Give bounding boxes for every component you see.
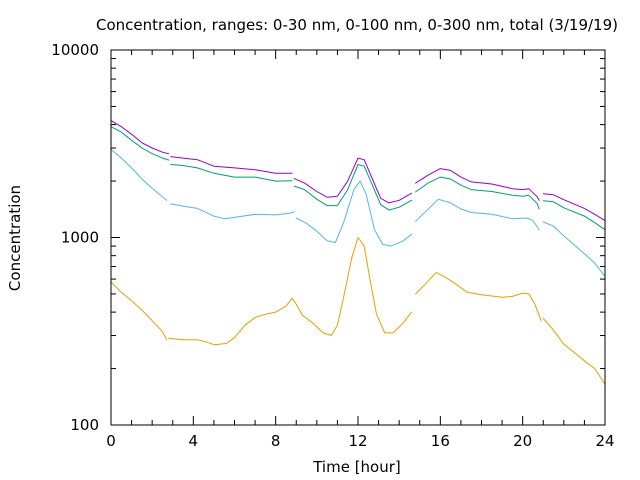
- series-line-0: [542, 318, 606, 385]
- x-axis-label: Time [hour]: [312, 458, 401, 476]
- series-line-3: [542, 193, 606, 222]
- chart-title: Concentration, ranges: 0-30 nm, 0-100 nm…: [96, 16, 618, 34]
- series-line-1: [110, 148, 168, 201]
- series-line-1: [415, 198, 540, 231]
- series-line-1: [295, 180, 412, 247]
- x-tick-label: 20: [513, 432, 532, 450]
- series-line-1: [170, 203, 295, 220]
- series-line-2: [293, 164, 412, 211]
- y-tick-label: 100: [70, 416, 99, 434]
- x-tick-label: 24: [595, 432, 614, 450]
- x-tick-label: 0: [106, 432, 116, 450]
- series-line-0: [415, 272, 542, 322]
- series-layer: [110, 120, 606, 385]
- x-tick-label: 8: [271, 432, 281, 450]
- series-line-3: [170, 156, 293, 174]
- series-line-1: [542, 221, 606, 277]
- y-tick-label: 1000: [61, 229, 99, 247]
- series-line-2: [542, 200, 606, 231]
- x-tick-label: 16: [431, 432, 450, 450]
- y-tick-label: 10000: [51, 41, 99, 59]
- y-axis-label: Concentration: [6, 185, 24, 291]
- axis-ticks: 0 4 8 12 16 20 24 100 1000 10000: [51, 41, 614, 450]
- series-line-0: [110, 281, 168, 341]
- x-tick-label: 12: [348, 432, 367, 450]
- series-line-3: [293, 157, 412, 204]
- series-line-3: [415, 168, 540, 201]
- series-line-2: [110, 126, 170, 161]
- series-line-2: [170, 164, 293, 182]
- x-tick-label: 4: [189, 432, 199, 450]
- plot-frame: [110, 49, 606, 426]
- series-line-3: [110, 120, 170, 155]
- series-line-0: [168, 237, 412, 346]
- series-line-2: [415, 176, 540, 210]
